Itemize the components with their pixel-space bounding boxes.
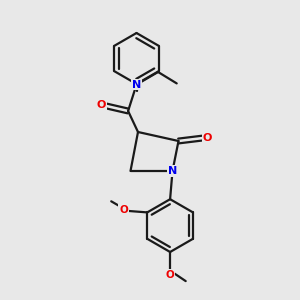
Text: O: O [166,270,175,280]
Text: N: N [168,166,177,176]
Text: N: N [132,80,141,90]
Text: O: O [96,100,106,110]
Text: O: O [202,133,212,143]
Text: O: O [119,205,128,215]
